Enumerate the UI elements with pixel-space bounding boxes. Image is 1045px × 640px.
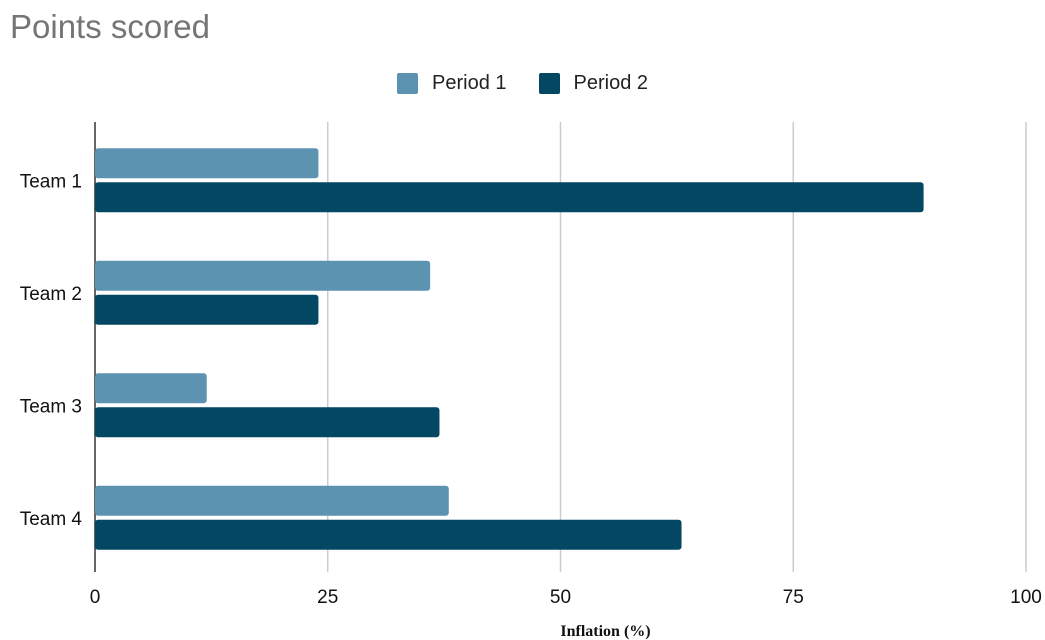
y-tick-label-team-4: Team 4 <box>20 509 83 530</box>
bar-team-4-period-2 <box>95 519 682 550</box>
legend-label-period-1: Period 1 <box>432 72 507 94</box>
x-axis-label: Inflation (%) <box>560 623 650 640</box>
y-tick-label-team-1: Team 1 <box>20 171 82 192</box>
legend-item-period-2: Period 2 <box>538 72 649 95</box>
legend-swatch-period-2 <box>538 73 560 94</box>
bar-team-2-period-1 <box>95 260 431 291</box>
x-tick-label-75: 75 <box>783 587 804 608</box>
bar-team-2-period-2 <box>95 294 319 325</box>
legend-label-period-2: Period 2 <box>573 72 649 94</box>
bar-team-1-period-1 <box>95 148 319 179</box>
x-tick-label-50: 50 <box>550 587 571 608</box>
x-tick-label-100: 100 <box>1010 587 1042 608</box>
legend: Period 1 Period 2 <box>0 72 1045 95</box>
chart-title: Points scored <box>10 8 210 45</box>
x-tick-label-0: 0 <box>90 587 101 608</box>
legend-swatch-period-1 <box>397 73 418 94</box>
y-tick-label-team-3: Team 3 <box>20 396 82 417</box>
bar-team-3-period-2 <box>95 407 440 438</box>
x-tick-label-25: 25 <box>317 587 338 608</box>
bar-team-4-period-1 <box>95 485 449 516</box>
legend-item-period-1: Period 1 <box>397 72 507 95</box>
bar-team-1-period-2 <box>95 182 924 213</box>
bar-team-3-period-1 <box>95 373 207 404</box>
y-tick-label-team-2: Team 2 <box>20 284 82 305</box>
